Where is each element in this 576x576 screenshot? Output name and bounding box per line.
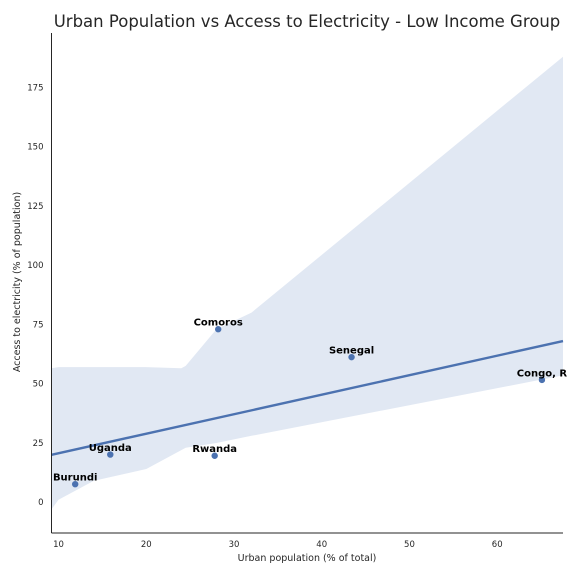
data-point-rwanda — [211, 452, 218, 459]
y-tick-label: 100 — [27, 261, 43, 271]
x-tick-label: 30 — [229, 540, 240, 550]
point-label-rwanda: Rwanda — [192, 444, 237, 455]
data-point-congo-r — [538, 376, 546, 384]
y-tick-label: 75 — [33, 320, 44, 330]
data-point-senegal — [348, 353, 355, 361]
data-point-comoros — [214, 326, 222, 333]
x-tick-label: 10 — [53, 540, 64, 550]
confidence-band-layer — [51, 56, 563, 510]
x-tick-label: 40 — [316, 540, 327, 550]
y-tick-label: 50 — [33, 380, 44, 390]
point-label-burundi: Burundi — [53, 473, 98, 484]
x-tick-label: 50 — [404, 540, 415, 550]
confidence-band — [51, 56, 563, 510]
point-label-senegal: Senegal — [329, 346, 374, 357]
regression-line — [51, 339, 564, 456]
y-tick-label: 175 — [27, 84, 43, 94]
data-point-burundi — [71, 480, 79, 488]
x-tick-label: 20 — [141, 540, 152, 550]
y-axis-label: Access to electricity (% of population) — [12, 192, 23, 372]
chart-title: Urban Population vs Access to Electricit… — [54, 12, 561, 31]
point-label-congo-r: Congo, R — [517, 368, 568, 379]
point-label-comoros: Comoros — [194, 318, 243, 329]
data-point-uganda — [107, 451, 114, 458]
point-labels-layer: Burundi Uganda Rwanda Comoros Senegal Congo, … — [53, 318, 567, 484]
y-tick-label: 25 — [33, 439, 44, 449]
y-tick-label: 125 — [27, 202, 43, 212]
x-tick-label: 60 — [492, 540, 503, 550]
y-tick-label: 150 — [27, 143, 43, 153]
y-ticks-layer: 0 25 50 75 100 125 150 175 — [27, 84, 43, 509]
x-ticks-layer: 10 20 30 40 50 60 — [53, 540, 503, 550]
x-axis-label: Urban population (% of total) — [238, 553, 377, 564]
data-points-layer — [71, 326, 546, 488]
y-tick-label: 0 — [38, 498, 43, 508]
point-label-uganda: Uganda — [89, 443, 132, 454]
regression-line-layer — [51, 339, 564, 456]
